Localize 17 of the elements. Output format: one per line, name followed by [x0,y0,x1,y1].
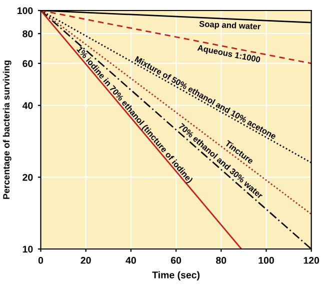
y-tick-label: 40 [22,102,33,110]
y-tick-label: 10 [22,246,33,253]
x-tick-label: 20 [80,256,91,264]
text: Aqueous 1:1000 [196,44,261,64]
x-tick-label: 80 [216,256,226,264]
series-label: Soap and water [199,20,261,32]
x-axis-title: Time (sec) [152,271,200,280]
y-tick-label: 20 [22,174,33,181]
y-tick-label: 100 [18,7,33,14]
x-tick-label: 60 [170,256,182,264]
y-tick-label: 60 [22,60,33,68]
x-tick-label: 40 [126,256,136,264]
x-tick-label: 0 [38,256,44,264]
y-axis-title: Percentage of bacteria surviving [2,60,12,199]
y-tick-label: 80 [22,30,33,38]
x-tick-label: 100 [258,256,274,264]
x-tick-label: 120 [304,256,320,264]
